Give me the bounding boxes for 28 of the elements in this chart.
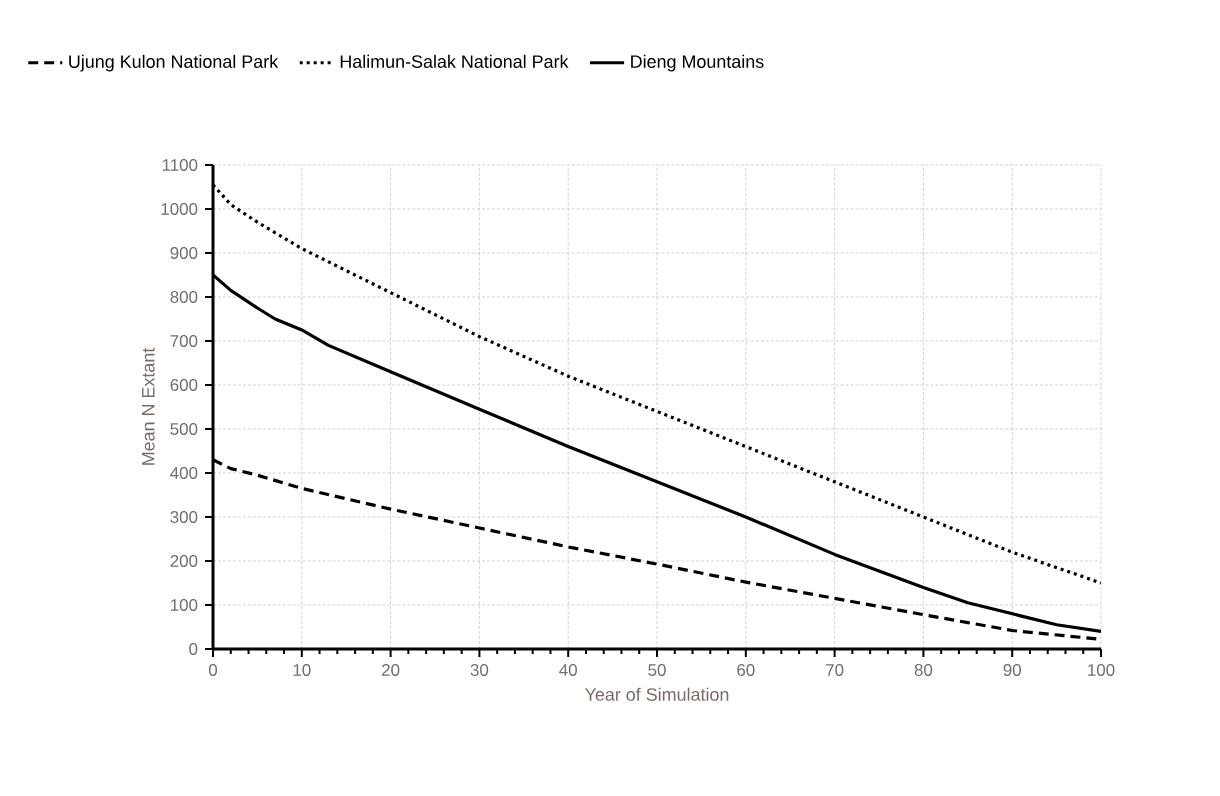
y-tick-label: 0 (189, 643, 198, 655)
y-tick-label: 300 (170, 511, 198, 523)
y-tick-label: 1100 (162, 159, 198, 171)
x-tick-label: 100 (1088, 664, 1115, 676)
y-tick-label: 900 (170, 247, 198, 259)
y-tick-label: 600 (170, 379, 198, 391)
legend-label: Ujung Kulon National Park (69, 54, 279, 72)
x-tick-label: 90 (1003, 664, 1021, 676)
x-tick-label: 0 (208, 664, 218, 676)
y-tick-label: 500 (170, 423, 198, 435)
y-tick-label: 1000 (161, 203, 198, 215)
x-tick-label: 30 (470, 664, 489, 676)
y-axis-title: Mean N Extant (142, 347, 155, 465)
x-tick-label: 60 (737, 664, 755, 676)
x-tick-label: 80 (914, 664, 933, 676)
y-tick-label: 400 (170, 467, 198, 479)
x-tick-label: 50 (648, 664, 666, 676)
y-tick-label: 200 (170, 555, 198, 567)
x-tick-label: 20 (382, 664, 400, 676)
y-tick-label: 100 (171, 599, 198, 611)
x-tick-label: 70 (826, 664, 844, 676)
x-axis-title: Year of Simulation (584, 687, 729, 701)
x-tick-label: 40 (559, 664, 577, 676)
y-tick-label: 700 (170, 335, 198, 347)
legend-label: Dieng Mountains (631, 54, 764, 72)
legend-label: Halimun-Salak National Park (340, 54, 569, 68)
x-tick-label: 10 (293, 664, 311, 676)
y-tick-label: 800 (170, 291, 198, 303)
